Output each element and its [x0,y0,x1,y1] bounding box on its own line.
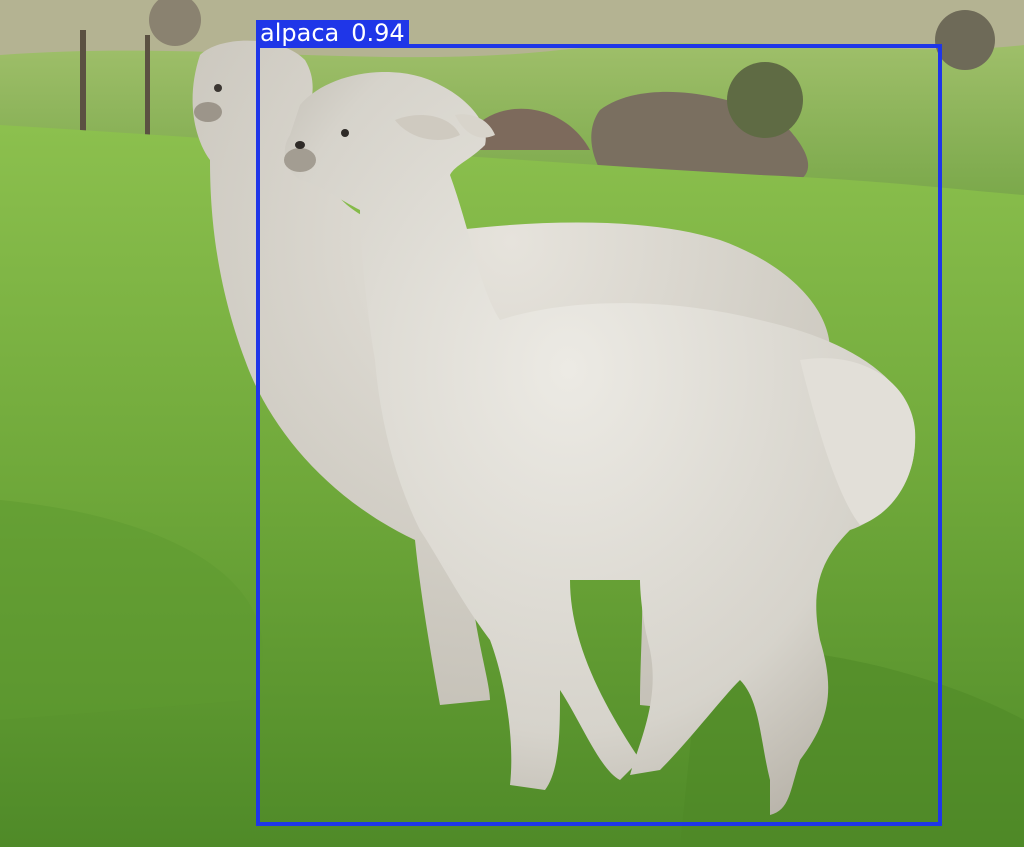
tree [727,62,803,138]
detection-label: alpaca 0.94 [256,20,409,46]
fence-post [80,30,86,135]
detection-class: alpaca [260,19,340,47]
fence-post [145,35,150,135]
bush [460,108,590,150]
detection-box [256,44,942,826]
detection-score: 0.94 [351,19,405,47]
tree [149,0,201,46]
tree [935,10,995,70]
front-alpaca [284,71,916,816]
